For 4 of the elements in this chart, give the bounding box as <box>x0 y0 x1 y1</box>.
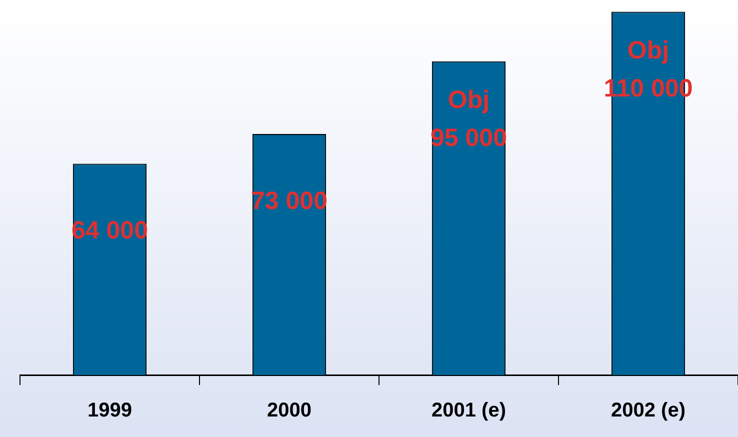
x-tick-label: 2000 <box>267 400 312 422</box>
x-tick-label: 2001 (e) <box>432 400 506 422</box>
x-tick-label: 2002 (e) <box>611 400 686 422</box>
x-tick-label: 1999 <box>88 400 132 422</box>
